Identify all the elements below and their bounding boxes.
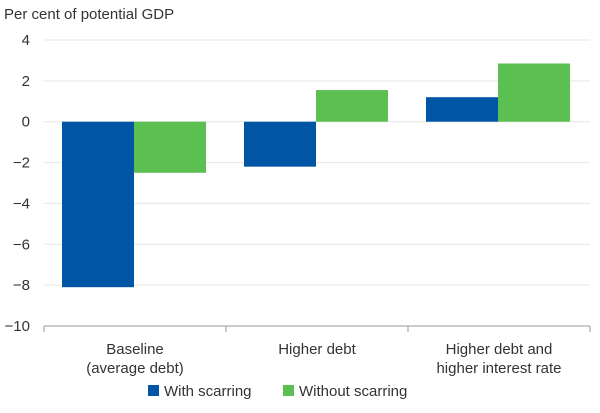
category-label: Higher debt and (446, 341, 553, 358)
y-tick-label: −2 (13, 155, 30, 172)
category-label: (average debt) (86, 360, 184, 377)
bar (134, 122, 206, 173)
y-tick-label: −8 (13, 277, 30, 294)
y-axis-ticks: 4 2 0 −2 −4 −6 −8 −10 (5, 32, 30, 335)
axes (44, 326, 590, 332)
category-label: higher interest rate (436, 360, 561, 377)
legend: With scarring Without scarring (148, 383, 407, 400)
y-tick-label: −10 (5, 318, 30, 335)
bars (62, 63, 570, 287)
y-tick-label: 0 (22, 114, 30, 131)
y-axis-title: Per cent of potential GDP (4, 6, 174, 23)
bar (244, 122, 316, 167)
chart: Per cent of potential GDP 4 2 0 −2 −4 −6 −8 −10… (0, 0, 600, 413)
legend-label: With scarring (164, 383, 252, 400)
category-labels: Baseline (average debt) Higher debt Higher … (86, 341, 561, 377)
y-tick-label: 4 (22, 32, 30, 49)
category-label: Baseline (106, 341, 164, 358)
bar (426, 97, 498, 122)
category-label: Higher debt (278, 341, 356, 358)
bar (62, 122, 134, 287)
legend-swatch (148, 385, 159, 396)
legend-label: Without scarring (299, 383, 407, 400)
y-tick-label: −4 (13, 195, 30, 212)
legend-swatch (283, 385, 294, 396)
y-tick-label: −6 (13, 236, 30, 253)
bar (316, 90, 388, 122)
bar (498, 63, 570, 121)
y-tick-label: 2 (22, 73, 30, 90)
